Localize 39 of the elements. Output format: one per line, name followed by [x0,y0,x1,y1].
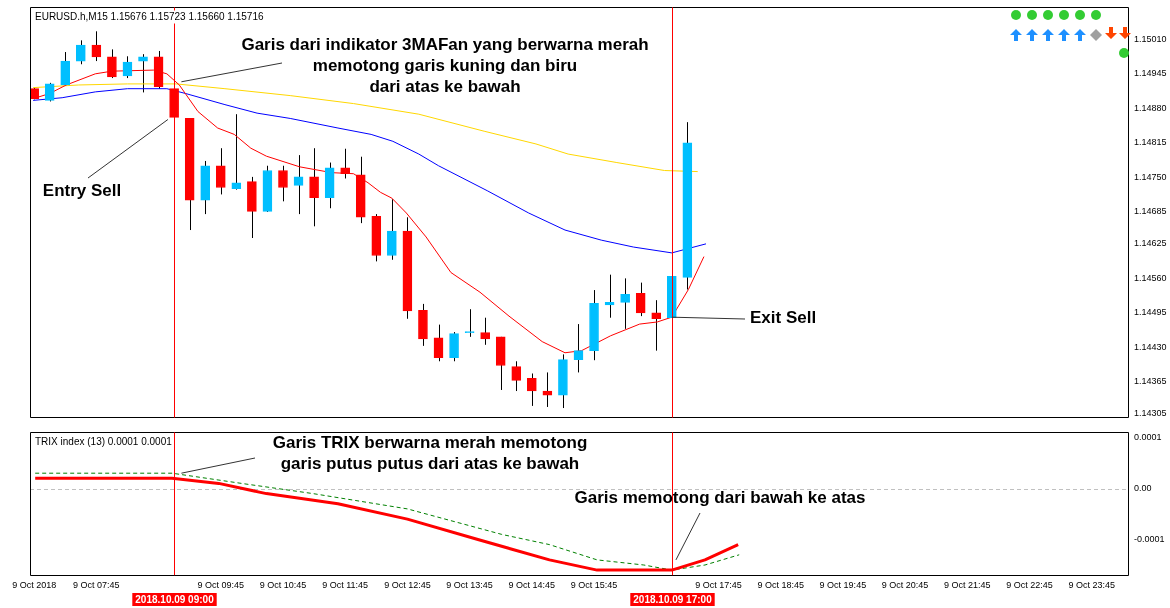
y-tick-label: 1.14815 [1134,137,1167,148]
x-tick-label: 9 Oct 09:45 [197,580,245,591]
ref-line-label: 2018.10.09 17:00 [633,593,713,605]
x-tick-label: 9 Oct 21:45 [944,580,991,591]
annotation: Exit Sell [750,307,817,327]
annotation: Entry Sell [42,180,122,200]
y-tick-label: 1.14430 [1134,341,1167,352]
y-tick-label: 1.14750 [1134,171,1167,182]
y-tick-label: 1.15010 [1134,33,1167,44]
y-tick-label: 1.14305 [1134,408,1167,419]
y-tick-label: 1.14495 [1134,307,1167,318]
y-tick-label: 1.14560 [1134,272,1167,283]
x-tick-label: 9 Oct 15:45 [570,580,618,591]
x-tick-label: 9 Oct 22:45 [1006,580,1053,591]
x-tick-label: 9 Oct 12:45 [384,580,431,591]
x-tick-label: 9 Oct 2018 [12,580,57,591]
y-tick-label: 1.14365 [1134,376,1167,387]
y-tick-label: -0.0001 [1134,533,1165,544]
x-tick-label: 9 Oct 10:45 [259,580,307,591]
x-tick-label: 9 Oct 13:45 [446,580,493,591]
y-tick-label: 1.14880 [1134,102,1167,113]
ref-line-label: 2018.10.09 09:00 [135,593,215,605]
y-tick-label: 1.14685 [1134,206,1167,217]
x-tick-label: 9 Oct 14:45 [508,580,556,591]
x-tick-label: 9 Oct 17:45 [695,580,742,591]
x-tick-label: 9 Oct 07:45 [73,580,120,591]
x-tick-label: 9 Oct 18:45 [757,580,804,591]
x-tick-label: 9 Oct 11:45 [322,580,369,591]
annotation: Garis dari indikator 3MAFan yang berwarna merah memotong garis kuning dan biru dari atas ke bawah [241,34,649,96]
x-tick-label: 9 Oct 19:45 [819,580,867,591]
x-tick-label: 9 Oct 23:45 [1068,580,1115,591]
y-tick-label: 1.14625 [1134,238,1167,249]
chart-title: EURUSD.h,M15 1.15676 1.15723 1.15660 1.15716 [35,11,264,23]
y-tick-label: 1.14945 [1134,68,1167,79]
y-tick-label: 0.00 [1134,482,1152,493]
annotation: Garis TRIX berwarna merah memotong garis putus putus dari atas ke bawah [272,432,588,473]
x-tick-label: 9 Oct 20:45 [881,580,929,591]
chart-title: TRIX index (13) 0.0001 0.0001 [35,436,173,448]
y-tick-label: 0.0001 [1134,431,1162,442]
